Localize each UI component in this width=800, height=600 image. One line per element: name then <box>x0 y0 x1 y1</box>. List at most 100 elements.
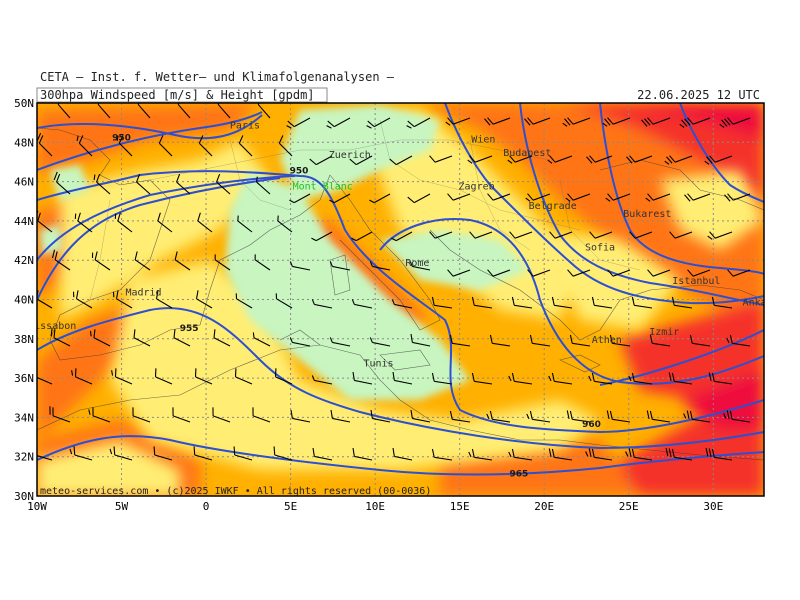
wind-barb <box>626 155 653 164</box>
wind-barb <box>547 155 573 164</box>
wind-barb <box>329 193 351 204</box>
wind-barb <box>50 327 71 347</box>
wind-barb <box>369 261 391 271</box>
wind-barb <box>154 368 173 385</box>
city-label: Wien <box>471 134 495 145</box>
wind-barb <box>235 293 253 309</box>
wind-barb <box>487 193 511 201</box>
wind-barb <box>711 296 733 309</box>
wind-barb <box>723 410 751 423</box>
wind-barbs <box>37 103 751 461</box>
wind-barb <box>252 407 271 423</box>
wind-barb <box>628 372 653 385</box>
city-label: Madrid <box>125 288 161 299</box>
wind-barb <box>410 333 431 347</box>
wind-barb <box>429 231 453 239</box>
wind-barb <box>525 193 551 202</box>
wind-barb <box>111 368 133 385</box>
wind-barb <box>234 368 253 385</box>
wind-barb <box>312 447 333 461</box>
wind-barb <box>351 299 373 309</box>
wind-barb <box>213 329 231 347</box>
city-label: Athen <box>592 335 622 346</box>
wind-barb <box>193 446 213 461</box>
city-label: Paris <box>230 121 260 132</box>
wind-barb <box>194 368 213 385</box>
wind-barb <box>155 290 173 309</box>
wind-barb <box>91 251 111 271</box>
wind-barb <box>116 135 133 157</box>
wind-barb <box>607 269 631 277</box>
wind-barb <box>290 409 311 423</box>
wind-barb <box>689 334 711 347</box>
wind-barb <box>641 117 671 127</box>
wind-barb <box>212 407 231 423</box>
wind-barb <box>392 371 413 385</box>
wind-barb <box>410 409 431 423</box>
wind-barb <box>406 117 431 129</box>
lat-tick-label: 42N <box>14 254 34 267</box>
wind-barb <box>366 117 391 129</box>
wind-barb <box>289 193 311 204</box>
wind-barb <box>484 117 511 126</box>
product-title: 300hpa Windspeed [m/s] & Height [gpdm] <box>40 88 315 102</box>
wind-barb <box>511 296 533 309</box>
lon-tick-label: 10W <box>27 500 47 513</box>
wind-barb <box>93 173 111 195</box>
wind-barb <box>527 269 551 277</box>
coastlines <box>37 127 764 461</box>
wind-barb <box>391 299 413 309</box>
wind-barb <box>629 231 653 239</box>
city-label: Ankara <box>743 297 779 308</box>
wind-barb <box>489 334 511 347</box>
wind-barb <box>51 249 71 271</box>
wind-barb <box>273 446 293 461</box>
wind-barb <box>606 410 631 423</box>
wind-barb <box>726 334 751 347</box>
wind-barb <box>216 173 231 195</box>
wind-barb <box>289 337 311 347</box>
wind-barb <box>449 410 471 423</box>
wind-barb <box>704 155 733 165</box>
institute-title: CETA — Inst. f. Wetter— und Klimafolgena… <box>40 70 395 84</box>
lat-tick-label: 34N <box>14 411 34 424</box>
wind-barb <box>88 407 111 423</box>
wind-barb <box>708 372 733 385</box>
wind-barb <box>286 117 311 129</box>
wind-barb <box>172 407 191 423</box>
wind-barb <box>591 296 613 309</box>
city-label: Budapest <box>503 148 551 159</box>
wind-barb <box>431 448 453 461</box>
wind-barb <box>562 117 591 127</box>
wind-barb <box>529 334 551 347</box>
lat-tick-label: 32N <box>14 451 34 464</box>
wind-barb <box>114 212 133 233</box>
city-label: Sofia <box>585 242 615 253</box>
wind-barb <box>705 447 733 461</box>
wind-barb <box>311 299 333 309</box>
lon-tick-label: 30E <box>703 500 723 513</box>
lat-tick-label: 40N <box>14 294 34 307</box>
wind-barb <box>89 329 111 347</box>
wind-barb <box>507 155 533 164</box>
wind-barb <box>631 296 653 309</box>
wind-barb <box>326 117 351 129</box>
wind-barb <box>431 372 453 385</box>
wind-barb <box>389 155 413 166</box>
wind-barb <box>429 155 453 163</box>
wind-barb <box>467 155 493 164</box>
wind-barb <box>724 193 751 202</box>
wind-barb <box>352 371 373 385</box>
wind-barb <box>158 135 173 157</box>
city-label: Zuerich <box>329 150 371 161</box>
contour-labels: 950 950 955 960 965 <box>112 133 601 479</box>
wind-barb <box>198 135 213 157</box>
wind-barb <box>719 117 751 128</box>
wind-barb <box>256 176 271 195</box>
wind-barb <box>69 446 93 461</box>
lat-tick-label: 48N <box>14 136 34 149</box>
valid-time: 22.06.2025 12 UTC <box>637 88 760 102</box>
wind-barb <box>109 446 133 461</box>
wind-barb <box>370 409 391 423</box>
wind-barb <box>649 334 671 347</box>
